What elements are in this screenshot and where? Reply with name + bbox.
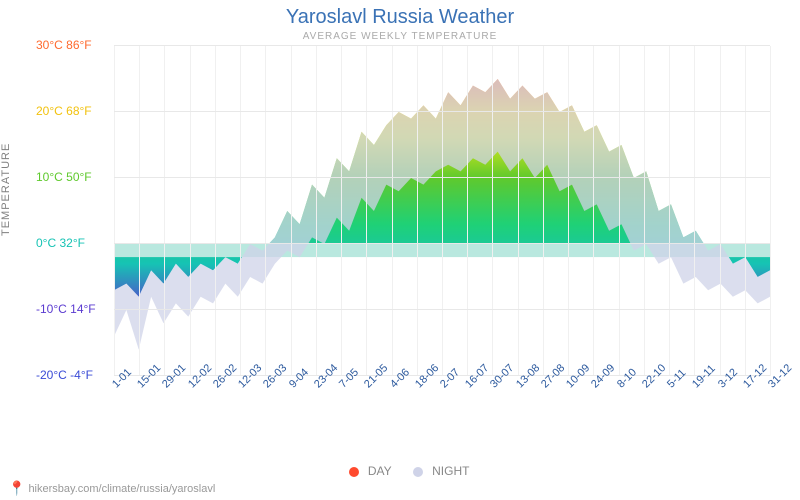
v-gridline (467, 46, 468, 376)
v-gridline (341, 46, 342, 376)
v-gridline (543, 46, 544, 376)
v-gridline (694, 46, 695, 376)
v-gridline (215, 46, 216, 376)
map-pin-icon: 📍 (8, 480, 25, 497)
v-gridline (392, 46, 393, 376)
page-title: Yaroslavl Russia Weather (0, 0, 800, 29)
v-gridline (442, 46, 443, 376)
v-gridline (366, 46, 367, 376)
legend-day-dot (349, 467, 359, 477)
v-gridline (669, 46, 670, 376)
v-gridline (770, 46, 771, 376)
v-gridline (492, 46, 493, 376)
y-tick: -10°C 14°F (30, 302, 770, 316)
v-gridline (139, 46, 140, 376)
temperature-chart: -20°C -4°F-10°C 14°F0°C 32°F10°C 50°F20°… (30, 46, 770, 426)
footer-link[interactable]: 📍 hikersbay.com/climate/russia/yaroslavl (8, 480, 215, 497)
v-gridline (417, 46, 418, 376)
y-axis-label: TEMPERATURE (0, 143, 12, 236)
v-gridline (265, 46, 266, 376)
v-gridline (190, 46, 191, 376)
v-gridline (518, 46, 519, 376)
y-tick: 20°C 68°F (30, 104, 770, 118)
legend-night-label: NIGHT (432, 464, 469, 478)
footer-url: hikersbay.com/climate/russia/yaroslavl (28, 483, 215, 495)
legend: DAY NIGHT (0, 464, 800, 478)
v-gridline (291, 46, 292, 376)
y-tick: 30°C 86°F (30, 38, 770, 52)
v-gridline (720, 46, 721, 376)
v-gridline (316, 46, 317, 376)
v-gridline (568, 46, 569, 376)
legend-day-label: DAY (368, 464, 392, 478)
y-tick: 10°C 50°F (30, 170, 770, 184)
v-gridline (240, 46, 241, 376)
v-gridline (164, 46, 165, 376)
v-gridline (593, 46, 594, 376)
v-gridline (644, 46, 645, 376)
v-gridline (745, 46, 746, 376)
v-gridline (114, 46, 115, 376)
y-tick: 0°C 32°F (30, 236, 770, 250)
plot-area (114, 46, 770, 376)
legend-night-dot (413, 467, 423, 477)
v-gridline (619, 46, 620, 376)
